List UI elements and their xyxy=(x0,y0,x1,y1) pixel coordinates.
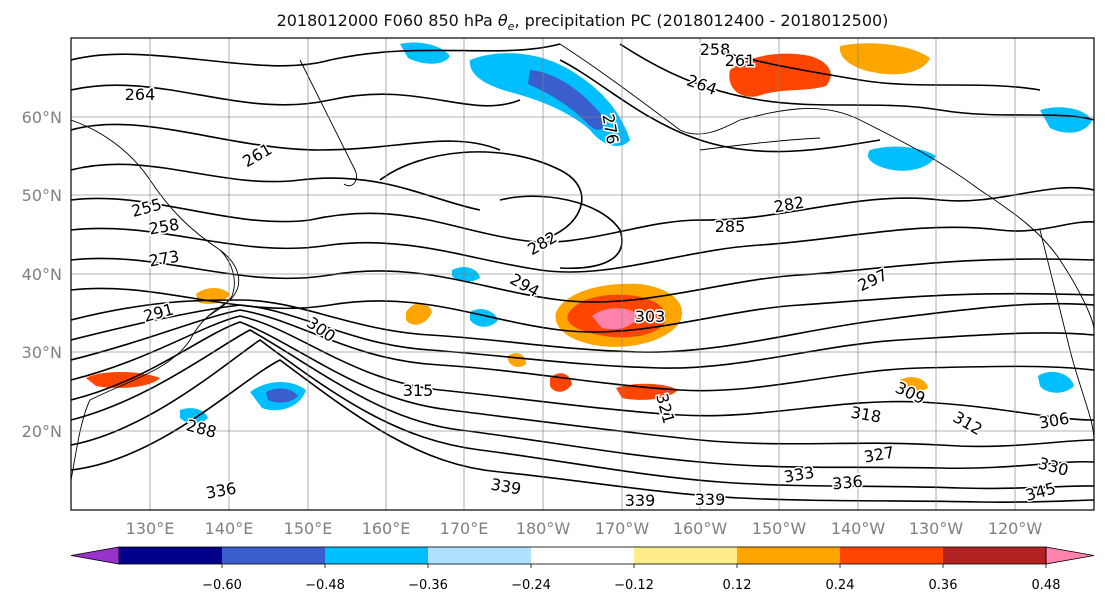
contour-label: 339 xyxy=(489,475,522,499)
na-west-coast xyxy=(1039,229,1094,441)
lon-tick-label: 150°W xyxy=(752,519,807,538)
contour-label: 303 xyxy=(635,307,666,326)
contour-label: 339 xyxy=(695,490,726,509)
colorbar-segment xyxy=(119,547,223,564)
negative-pc-region-ne xyxy=(1040,107,1092,133)
positive-pc-region-mid-south xyxy=(616,383,678,400)
colorbar-segment xyxy=(222,547,326,564)
contour-label: 306 xyxy=(1037,409,1070,433)
lon-tick-label: 130°E xyxy=(126,519,175,538)
lat-tick-label: 20°N xyxy=(22,422,62,441)
colorbar-tick-label: 0.12 xyxy=(723,578,752,593)
contour-label: 264 xyxy=(125,85,156,104)
positive-pc-region-alaska-edge xyxy=(839,43,930,75)
negative-pc-region-small-4 xyxy=(180,408,208,424)
figure-title: 2018012000 F060 850 hPa θe, precipitatio… xyxy=(276,11,889,34)
colorbar-extend-high xyxy=(1045,546,1095,565)
contour-label: 288 xyxy=(184,416,218,442)
contour-label: 339 xyxy=(625,491,656,510)
colorbar-ticks: −0.60 −0.48 −0.36 −0.24 −0.12 0.12 0.24 0.36 0.4… xyxy=(202,564,1061,593)
contour-label: 336 xyxy=(204,479,237,503)
contour-label: 264 xyxy=(684,71,719,99)
kamchatka-coast xyxy=(299,59,357,187)
lon-tick-label: 160°E xyxy=(362,519,411,538)
negative-pc-region-gulf xyxy=(867,146,936,171)
positive-pc-region-central-peak xyxy=(592,308,638,330)
negative-pc-region-north-core xyxy=(528,70,605,130)
colorbar-segment xyxy=(325,547,429,564)
negative-pc-region-nw xyxy=(400,42,450,64)
contour-label: 315 xyxy=(403,381,434,400)
positive-pc-region-alaska xyxy=(729,53,831,97)
colorbar-tick-label: −0.60 xyxy=(202,578,242,593)
colorbar-segment xyxy=(428,547,532,564)
theta-e-contours xyxy=(71,43,1094,503)
colorbar-tick-label: 0.36 xyxy=(929,578,958,593)
colorbar-tick-label: −0.24 xyxy=(511,578,551,593)
contour-label: 327 xyxy=(862,443,895,467)
aleutian-chain xyxy=(699,137,821,151)
positive-pc-region-small-4 xyxy=(508,353,526,367)
colorbar-segment xyxy=(840,547,944,564)
colorbar-segment xyxy=(634,547,738,564)
lon-tick-label: 120°W xyxy=(988,519,1043,538)
gridlines xyxy=(71,38,1094,510)
positive-pc-region-small-1 xyxy=(406,303,432,325)
lon-tick-label: 170°E xyxy=(440,519,489,538)
lon-tick-label: 150°E xyxy=(284,519,333,538)
colorbar-tick-label: −0.48 xyxy=(305,578,345,593)
colorbar-border xyxy=(118,546,1047,565)
lon-tick-label: 140°W xyxy=(831,519,886,538)
contour-label: 318 xyxy=(849,403,882,427)
lon-tick-label: 180°W xyxy=(516,519,571,538)
colorbar xyxy=(70,546,1095,565)
lon-tick-label: 160°W xyxy=(673,519,728,538)
negative-pc-region-small-2 xyxy=(1038,371,1074,393)
lat-tick-label: 40°N xyxy=(22,265,62,284)
contour-label: 336 xyxy=(831,472,863,494)
longitude-axis: 130°E 140°E 150°E 160°E 170°E 180°W 170°W 160°W… xyxy=(126,519,1043,538)
colorbar-tick-label: 0.24 xyxy=(826,578,855,593)
colorbar-segment xyxy=(737,547,841,564)
japan-coast xyxy=(205,249,235,319)
map-frame xyxy=(70,37,1095,511)
lat-tick-label: 60°N xyxy=(22,108,62,127)
coastlines xyxy=(71,43,1094,481)
contour-label: 273 xyxy=(147,247,180,271)
contour-label: 312 xyxy=(950,407,986,439)
lon-tick-label: 130°W xyxy=(909,519,964,538)
lat-tick-label: 30°N xyxy=(22,343,62,362)
colorbar-segment xyxy=(943,547,1047,564)
contour-label: 258 xyxy=(700,40,731,59)
lat-tick-label: 50°N xyxy=(22,186,62,205)
positive-pc-region-small-3 xyxy=(900,377,928,392)
contour-label: 282 xyxy=(524,227,560,259)
positive-pc-region-west xyxy=(86,372,160,388)
colorbar-tick-label: −0.12 xyxy=(614,578,654,593)
contour-label: 261 xyxy=(239,139,275,171)
alaska-coast xyxy=(559,43,1094,331)
contour-label: 285 xyxy=(715,217,746,236)
contour-label: 330 xyxy=(1036,454,1070,480)
colorbar-extend-low xyxy=(70,546,120,565)
contour-label: 261 xyxy=(725,51,756,70)
contour-label: 291 xyxy=(141,300,175,326)
contour-label: 333 xyxy=(782,463,815,487)
precip-shading xyxy=(86,42,1092,424)
negative-pc-region-small-3 xyxy=(452,267,480,282)
colorbar-tick-label: −0.36 xyxy=(408,578,448,593)
colorbar-tick-label: 0.48 xyxy=(1032,578,1061,593)
negative-pc-region-west-core xyxy=(266,388,298,403)
contour-label: 282 xyxy=(772,193,805,217)
colorbar-segment xyxy=(531,547,635,564)
contour-label: 321 xyxy=(652,391,678,425)
lon-tick-label: 140°E xyxy=(205,519,254,538)
latitude-axis: 60°N 50°N 40°N 30°N 20°N xyxy=(22,108,62,441)
lon-tick-label: 170°W xyxy=(595,519,650,538)
contour-label: 255 xyxy=(129,195,163,221)
